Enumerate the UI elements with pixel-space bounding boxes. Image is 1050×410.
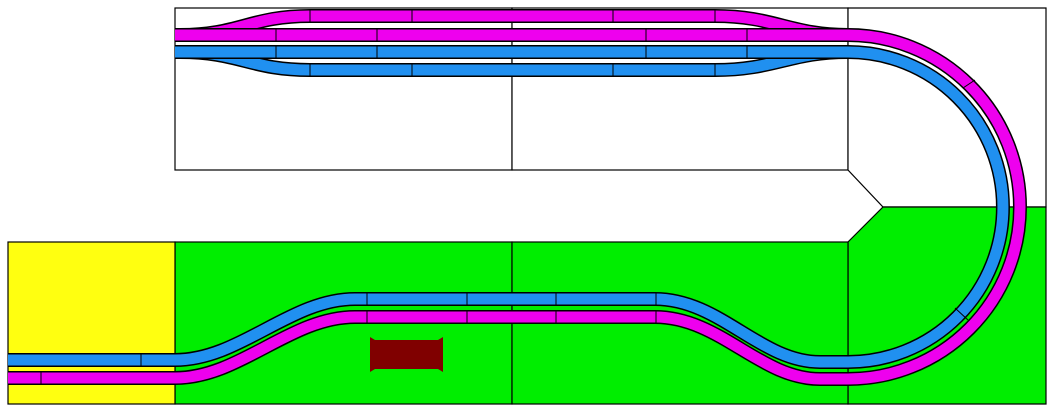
track bbox=[8, 29, 1026, 385]
building bbox=[370, 337, 443, 372]
track bbox=[8, 46, 1009, 368]
track-joints bbox=[40, 10, 976, 384]
main-lines bbox=[8, 28, 1027, 386]
